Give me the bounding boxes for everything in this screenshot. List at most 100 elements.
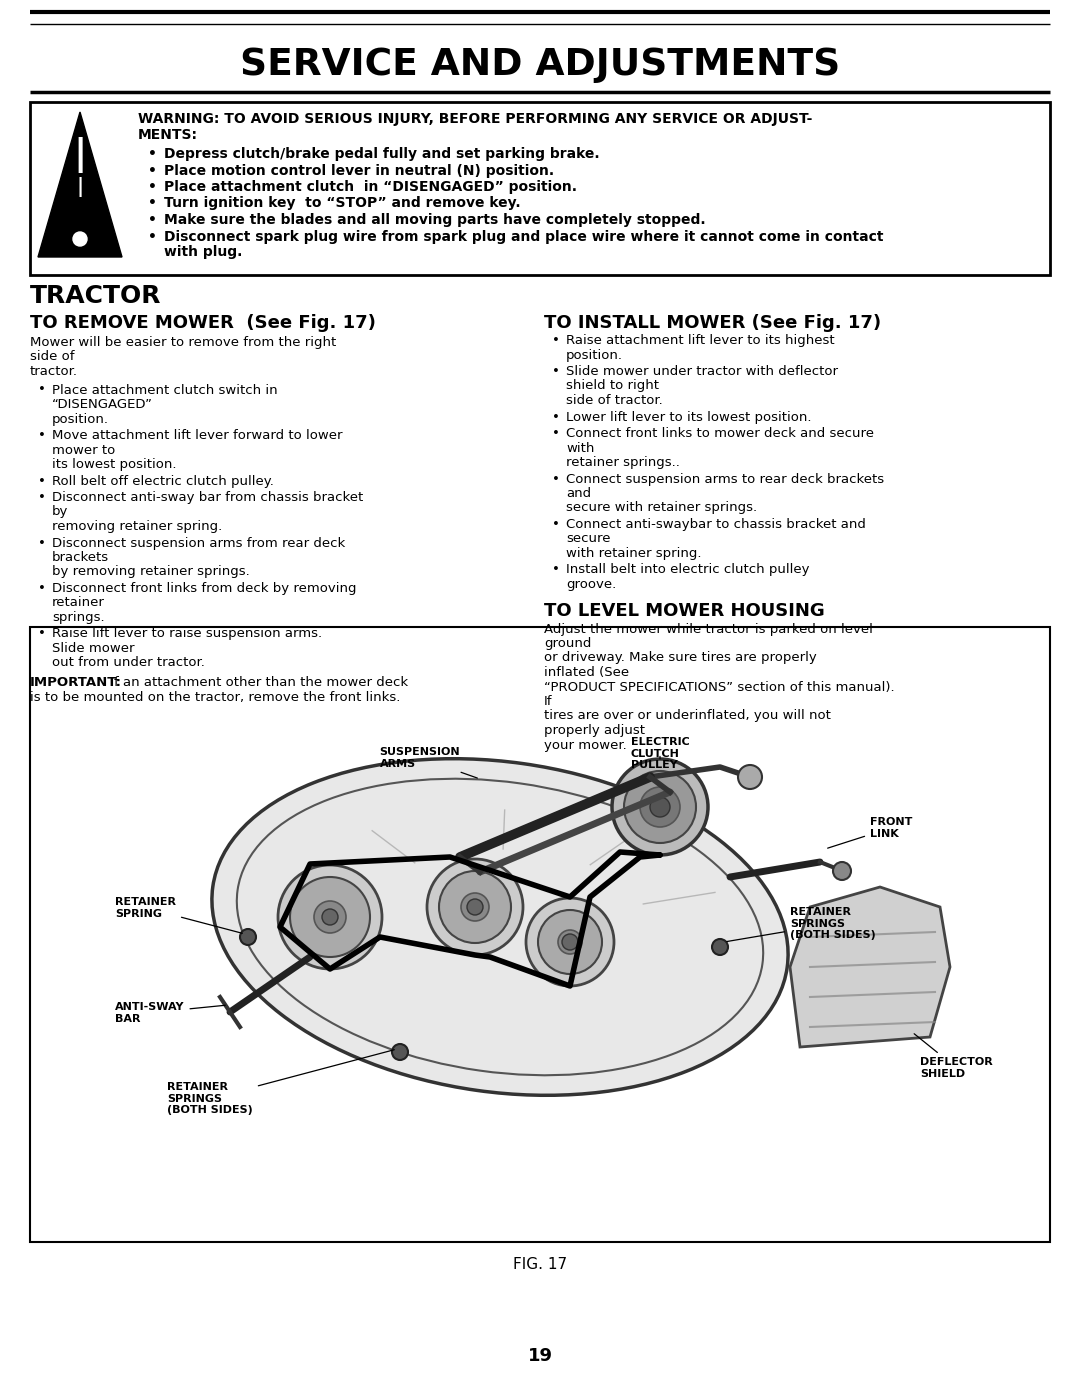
Text: brackets: brackets (52, 550, 109, 564)
Text: inflated (See: inflated (See (544, 666, 630, 679)
Text: If: If (544, 694, 553, 708)
Text: its lowest position.: its lowest position. (52, 458, 176, 471)
Text: RETAINER
SPRING: RETAINER SPRING (114, 897, 242, 933)
Text: DEFLECTOR
SHIELD: DEFLECTOR SHIELD (914, 1034, 993, 1078)
Text: Make sure the blades and all moving parts have completely stopped.: Make sure the blades and all moving part… (164, 212, 705, 226)
Text: with: with (566, 441, 594, 454)
Text: MENTS:: MENTS: (138, 129, 198, 142)
FancyBboxPatch shape (30, 627, 1050, 1242)
Circle shape (624, 771, 696, 842)
Circle shape (640, 787, 680, 827)
Text: |: | (73, 137, 86, 173)
Text: •: • (552, 365, 559, 379)
Text: •: • (38, 429, 45, 441)
Text: •: • (38, 627, 45, 640)
Text: side of tractor.: side of tractor. (566, 394, 663, 407)
Circle shape (278, 865, 382, 970)
Text: Place attachment clutch switch in: Place attachment clutch switch in (52, 384, 278, 397)
Text: secure with retainer springs.: secure with retainer springs. (566, 502, 757, 514)
Text: shield to right: shield to right (566, 380, 659, 393)
Text: •: • (148, 163, 157, 177)
Circle shape (314, 901, 346, 933)
Text: Raise lift lever to raise suspension arms.: Raise lift lever to raise suspension arm… (52, 627, 322, 640)
Circle shape (612, 759, 708, 855)
Text: •: • (552, 334, 559, 346)
Text: If an attachment other than the mower deck: If an attachment other than the mower de… (106, 676, 408, 689)
Text: •: • (552, 563, 559, 577)
Text: 19: 19 (527, 1347, 553, 1365)
Text: position.: position. (52, 412, 109, 426)
Circle shape (538, 909, 602, 974)
Text: by removing retainer springs.: by removing retainer springs. (52, 566, 249, 578)
Text: “PRODUCT SPECIFICATIONS” section of this manual).: “PRODUCT SPECIFICATIONS” section of this… (544, 680, 894, 693)
Text: Move attachment lift lever forward to lower: Move attachment lift lever forward to lo… (52, 429, 342, 441)
Text: •: • (148, 212, 157, 226)
Text: SERVICE AND ADJUSTMENTS: SERVICE AND ADJUSTMENTS (240, 47, 840, 82)
Text: “DISENGAGED”: “DISENGAGED” (52, 398, 153, 411)
Text: TO LEVEL MOWER HOUSING: TO LEVEL MOWER HOUSING (544, 602, 825, 620)
Text: Disconnect front links from deck by removing: Disconnect front links from deck by remo… (52, 583, 356, 595)
Text: RETAINER
SPRINGS
(BOTH SIDES): RETAINER SPRINGS (BOTH SIDES) (727, 907, 876, 942)
Text: tires are over or underinflated, you will not: tires are over or underinflated, you wil… (544, 710, 831, 722)
Text: your mower.: your mower. (544, 739, 626, 752)
Circle shape (526, 898, 615, 986)
Text: tractor.: tractor. (30, 365, 78, 379)
Text: by: by (52, 506, 68, 518)
Circle shape (438, 870, 511, 943)
Text: SUSPENSION
ARMS: SUSPENSION ARMS (380, 747, 477, 778)
Text: •: • (552, 518, 559, 531)
Circle shape (240, 929, 256, 944)
Text: Mower will be easier to remove from the right: Mower will be easier to remove from the … (30, 337, 336, 349)
Circle shape (712, 939, 728, 956)
Text: Slide mower: Slide mower (52, 643, 135, 655)
Ellipse shape (212, 759, 788, 1095)
Text: IMPORTANT:: IMPORTANT: (30, 676, 122, 689)
Text: Depress clutch/brake pedal fully and set parking brake.: Depress clutch/brake pedal fully and set… (164, 147, 599, 161)
Text: out from under tractor.: out from under tractor. (52, 657, 205, 669)
Circle shape (392, 1044, 408, 1060)
Text: TRACTOR: TRACTOR (30, 284, 162, 307)
Text: Disconnect spark plug wire from spark plug and place wire where it cannot come i: Disconnect spark plug wire from spark pl… (164, 229, 883, 243)
Text: •: • (148, 180, 157, 194)
Text: ELECTRIC
CLUTCH
PULLEY: ELECTRIC CLUTCH PULLEY (631, 738, 689, 770)
Text: Place motion control lever in neutral (N) position.: Place motion control lever in neutral (N… (164, 163, 554, 177)
Circle shape (291, 877, 370, 957)
Text: removing retainer spring.: removing retainer spring. (52, 520, 222, 534)
Text: and: and (566, 488, 591, 500)
Text: properly adjust: properly adjust (544, 724, 645, 738)
Text: •: • (552, 472, 559, 486)
Text: Turn ignition key  to “STOP” and remove key.: Turn ignition key to “STOP” and remove k… (164, 197, 521, 211)
Text: •: • (38, 536, 45, 549)
Text: •: • (38, 583, 45, 595)
Circle shape (738, 766, 762, 789)
Text: TO INSTALL MOWER (See Fig. 17): TO INSTALL MOWER (See Fig. 17) (544, 314, 881, 332)
Text: Connect anti-swaybar to chassis bracket and: Connect anti-swaybar to chassis bracket … (566, 518, 866, 531)
Text: •: • (552, 427, 559, 440)
Text: •: • (38, 475, 45, 488)
Circle shape (650, 798, 670, 817)
Text: Install belt into electric clutch pulley: Install belt into electric clutch pulley (566, 563, 810, 577)
Text: Disconnect anti-sway bar from chassis bracket: Disconnect anti-sway bar from chassis br… (52, 490, 363, 504)
FancyBboxPatch shape (30, 102, 1050, 275)
Text: TO REMOVE MOWER  (See Fig. 17): TO REMOVE MOWER (See Fig. 17) (30, 314, 376, 332)
Text: •: • (148, 147, 157, 161)
Text: •: • (38, 490, 45, 504)
Text: Raise attachment lift lever to its highest: Raise attachment lift lever to its highe… (566, 334, 835, 346)
Text: Connect front links to mower deck and secure: Connect front links to mower deck and se… (566, 427, 874, 440)
Text: groove.: groove. (566, 578, 617, 591)
Text: ANTI-SWAY
BAR: ANTI-SWAY BAR (114, 1002, 226, 1024)
Circle shape (558, 930, 582, 954)
Polygon shape (38, 112, 122, 257)
Text: retainer springs..: retainer springs.. (566, 455, 680, 469)
Text: Disconnect suspension arms from rear deck: Disconnect suspension arms from rear dec… (52, 536, 346, 549)
Text: retainer: retainer (52, 597, 105, 609)
Text: Slide mower under tractor with deflector: Slide mower under tractor with deflector (566, 365, 838, 379)
Text: ground: ground (544, 637, 592, 650)
Circle shape (73, 232, 87, 246)
Circle shape (461, 893, 489, 921)
Text: mower to: mower to (52, 443, 116, 457)
Circle shape (833, 862, 851, 880)
Text: Connect suspension arms to rear deck brackets: Connect suspension arms to rear deck bra… (566, 472, 885, 486)
Circle shape (562, 935, 578, 950)
Text: springs.: springs. (52, 610, 105, 624)
